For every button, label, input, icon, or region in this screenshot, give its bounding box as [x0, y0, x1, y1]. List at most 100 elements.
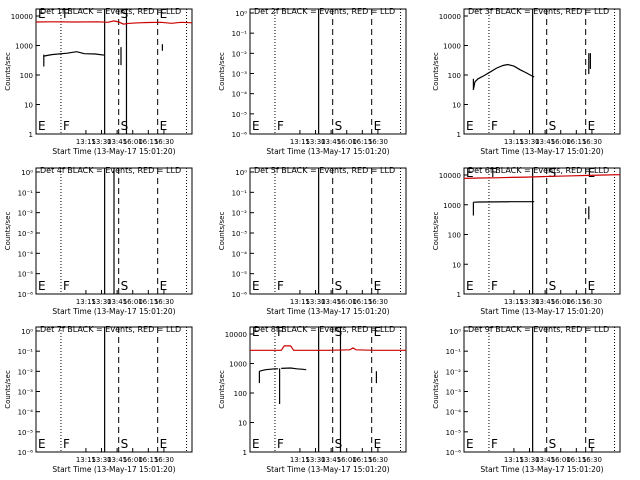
time-marker-label: F [491, 279, 498, 293]
time-marker-label: E [466, 166, 474, 180]
lld-series-line [463, 174, 621, 179]
detector-panel: Det 9f BLACK = Events, RED = LLD13:1513:… [432, 325, 621, 474]
y-tick-label: 10⁻⁶ [18, 449, 34, 457]
y-axis-label: Counts/sec [432, 52, 440, 91]
y-tick-label: 10⁻² [18, 368, 34, 376]
x-tick-label: 13:30 [91, 138, 111, 146]
y-tick-label: 10⁻⁵ [18, 271, 34, 279]
time-marker-label: E [252, 119, 260, 133]
y-axis-label: Counts/sec [4, 370, 12, 409]
y-tick-label: 10⁰ [235, 169, 247, 177]
chart-title: Det 1f BLACK = Events, RED = LLD [40, 7, 181, 16]
detector-panel: Det 8f BLACK = Events, RED = LLD13:1513:… [218, 325, 407, 474]
x-tick-label: 13:30 [305, 138, 325, 146]
y-tick-label: 10⁻⁶ [232, 131, 248, 139]
x-axis-label: Start Time (13-May-17 15:01:20) [52, 147, 175, 156]
time-marker-label: F [63, 119, 70, 133]
time-marker-label: S [549, 437, 557, 451]
time-marker-label: E [38, 119, 46, 133]
time-marker-label: S [121, 437, 129, 451]
y-tick-label: 10⁻⁴ [232, 250, 248, 258]
x-tick-label: 16:30 [582, 138, 602, 146]
plot-frame [463, 8, 621, 135]
time-marker-label: E [374, 119, 382, 133]
x-tick-label: 13:45 [535, 298, 555, 306]
x-tick-label: 13:15 [290, 138, 310, 146]
y-tick-label: 10⁻¹ [18, 189, 34, 197]
time-marker-label: E [466, 437, 474, 451]
x-tick-label: 16:00 [551, 298, 571, 306]
x-tick-label: 16:15 [138, 298, 158, 306]
x-tick-label: 16:00 [337, 456, 357, 464]
y-axis-label: Counts/sec [432, 212, 440, 251]
time-marker-label: E [588, 279, 596, 293]
y-tick-label: 10⁰ [235, 10, 247, 18]
time-marker-label: S [335, 325, 343, 339]
time-marker-label: E [38, 279, 46, 293]
y-tick-label: 10⁻² [232, 210, 248, 218]
chart-title: Det 7f BLACK = Events, RED = LLD [40, 325, 181, 334]
chart-title: Det 2f BLACK = Events, RED = LLD [254, 7, 395, 16]
events-series-line [259, 368, 279, 372]
events-series-line [472, 63, 535, 90]
x-tick-label: 16:30 [368, 298, 388, 306]
chart-title: Det 4f BLACK = Events, RED = LLD [40, 166, 181, 175]
x-tick-label: 13:30 [91, 298, 111, 306]
y-tick-label: 1 [243, 449, 247, 457]
detector-panel: Det 6f BLACK = Events, RED = LLD13:1513:… [432, 166, 621, 316]
y-tick-label: 10 [452, 102, 461, 110]
time-marker-label: S [335, 437, 343, 451]
y-tick-label: 10⁻⁴ [446, 409, 462, 417]
time-marker-label: E [588, 437, 596, 451]
x-tick-label: 16:00 [123, 456, 143, 464]
x-tick-label: 13:30 [519, 138, 539, 146]
detector-panel: Det 3f BLACK = Events, RED = LLD13:1513:… [432, 7, 621, 156]
y-tick-label: 100 [20, 72, 33, 80]
y-tick-label: 10⁻³ [232, 71, 248, 79]
time-marker-label: E [252, 325, 260, 339]
x-tick-label: 16:30 [582, 456, 602, 464]
x-tick-label: 16:15 [352, 298, 372, 306]
plot-frame [35, 8, 193, 135]
time-marker-label: S [549, 166, 557, 180]
time-marker-label: F [63, 437, 70, 451]
x-tick-label: 16:15 [566, 456, 586, 464]
time-marker-label: S [121, 279, 129, 293]
x-tick-label: 13:30 [519, 456, 539, 464]
y-tick-label: 10⁻¹ [232, 189, 248, 197]
x-tick-label: 13:45 [107, 298, 127, 306]
x-tick-label: 13:45 [535, 456, 555, 464]
y-tick-label: 1 [29, 131, 33, 139]
y-axis-label: Counts/sec [4, 212, 12, 251]
x-tick-label: 16:30 [368, 456, 388, 464]
time-marker-label: F [63, 7, 70, 21]
x-tick-label: 16:00 [551, 138, 571, 146]
plot-frame [249, 326, 407, 453]
y-tick-label: 10000 [439, 13, 461, 21]
x-tick-label: 13:30 [519, 298, 539, 306]
y-tick-label: 10⁻⁴ [18, 250, 34, 258]
y-tick-label: 10⁻³ [18, 230, 34, 238]
y-tick-label: 100 [448, 72, 461, 80]
x-tick-label: 16:00 [123, 138, 143, 146]
x-axis-label: Start Time (13-May-17 15:01:20) [52, 465, 175, 474]
time-marker-label: E [252, 437, 260, 451]
x-tick-label: 13:15 [504, 456, 524, 464]
x-axis-label: Start Time (13-May-17 15:01:20) [266, 307, 389, 316]
time-marker-label: F [277, 279, 284, 293]
time-marker-label: S [121, 119, 129, 133]
time-marker-label: S [121, 7, 129, 21]
chart-title: Det 3f BLACK = Events, RED = LLD [468, 7, 609, 16]
detector-panel: Det 1f BLACK = Events, RED = LLD13:1513:… [4, 7, 193, 156]
events-series-line [281, 367, 307, 371]
x-tick-label: 16:00 [337, 138, 357, 146]
x-axis-label: Start Time (13-May-17 15:01:20) [480, 307, 603, 316]
x-axis-label: Start Time (13-May-17 15:01:20) [266, 465, 389, 474]
x-tick-label: 13:45 [321, 138, 341, 146]
x-tick-label: 13:30 [91, 456, 111, 464]
y-tick-label: 1000 [443, 43, 461, 51]
x-tick-label: 13:45 [107, 456, 127, 464]
events-series-line [43, 51, 105, 57]
y-axis-label: Counts/sec [4, 52, 12, 91]
